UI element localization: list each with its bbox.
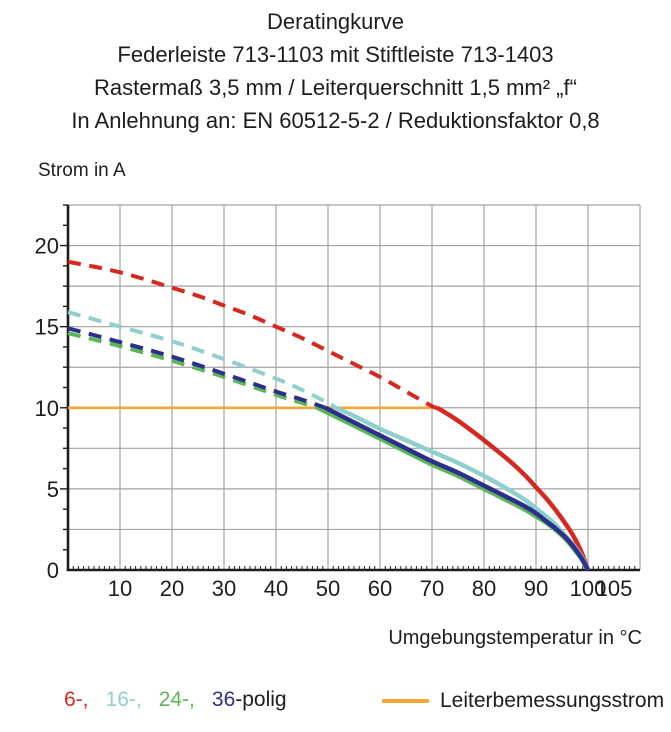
series-24-polig-dashed (67, 331, 319, 410)
x-tick-label: 105 (596, 576, 633, 601)
x-tick-label: 80 (472, 576, 496, 601)
legend-pole-counts: 6-, 16-, 24-, 36-polig (64, 688, 287, 712)
title-line-4: In Anlehnung an: EN 60512-5-2 / Reduktio… (71, 108, 600, 133)
x-tick-label: 30 (212, 576, 236, 601)
legend-item: 36-polig (212, 688, 287, 712)
rated-current-line-swatch (382, 699, 429, 703)
y-tick-label: 10 (35, 396, 59, 421)
x-axis-title: Umgebungstemperatur in °C (388, 627, 642, 649)
x-tick-label: 90 (524, 576, 548, 601)
legend-rated-current: Leiterbemessungsstrom (382, 688, 664, 714)
y-tick-label: 15 (35, 315, 59, 340)
series-36-polig-solid (324, 405, 590, 572)
y-tick-label: 0 (47, 558, 59, 583)
chart-title-block: Deratingkurve Federleiste 713-1103 mit S… (0, 5, 671, 137)
title-line-3: Rastermaß 3,5 mm / Leiterquerschnitt 1,5… (94, 75, 577, 100)
rated-current-label: Leiterbemessungsstrom (440, 689, 665, 712)
title-line-1: Deratingkurve (267, 9, 404, 34)
legend-item-text: 16-, (105, 688, 142, 711)
series-36-polig-dashed (67, 326, 327, 410)
x-tick-label: 60 (368, 576, 392, 601)
x-tick-label: 20 (160, 576, 184, 601)
series-6-polig-dashed (67, 259, 438, 410)
x-tick-label: 10 (108, 576, 132, 601)
legend-item-text: 24-, (158, 688, 195, 711)
x-tick-label: 40 (264, 576, 288, 601)
x-tick-label: 100 (570, 576, 607, 601)
x-tick-label: 50 (316, 576, 340, 601)
title-line-2: Federleiste 713-1103 mit Stiftleiste 713… (117, 42, 554, 67)
legend-item-text: 36 (211, 688, 236, 711)
y-tick-label: 20 (35, 234, 59, 259)
y-tick-label: 5 (47, 477, 59, 502)
y-axis-title: Strom in A (38, 160, 126, 181)
legend-item-text: 6-, (64, 688, 89, 711)
series-6-polig-solid (436, 405, 591, 571)
legend-item: 6-, (64, 688, 89, 712)
x-tick-label: 70 (420, 576, 444, 601)
legend-item-text: -polig (235, 688, 287, 711)
legend-item: 24-, (159, 688, 195, 712)
legend-item: 16-, (106, 688, 142, 712)
